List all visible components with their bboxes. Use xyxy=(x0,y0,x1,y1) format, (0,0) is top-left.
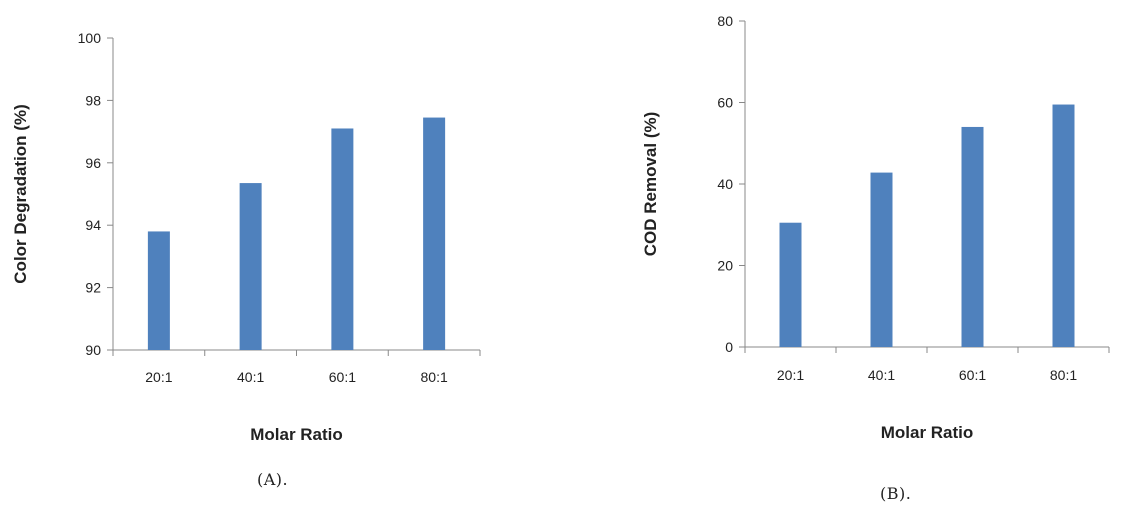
y-tick-label: 80 xyxy=(717,13,733,29)
y-tick-label: 98 xyxy=(85,92,101,108)
x-tick-label: 60:1 xyxy=(959,367,986,383)
chart-b: 0 20 40 60 80 20:1 40:1 60:1 80:1 Molar Ratio COD … xyxy=(641,13,1110,442)
chart-a: 90 92 94 96 98 100 20:1 40:1 60:1 80:1 Molar Ratio… xyxy=(11,30,481,444)
bar-80-1 xyxy=(1052,104,1075,347)
y-tick-label: 96 xyxy=(85,155,101,171)
x-tick-label: 40:1 xyxy=(237,369,264,385)
bar-60-1 xyxy=(961,126,984,347)
y-tick-label: 40 xyxy=(717,176,733,192)
y-tick-label: 92 xyxy=(85,280,101,296)
bar-60-1 xyxy=(331,128,354,350)
x-tick-label: 40:1 xyxy=(868,367,895,383)
y-axis-title: Color Degradation (%) xyxy=(11,104,30,283)
y-tick-label: 94 xyxy=(85,217,101,233)
x-tick-label: 80:1 xyxy=(421,369,448,385)
y-tick-label: 90 xyxy=(85,342,101,358)
y-tick-label: 100 xyxy=(78,30,102,46)
x-tick-label: 20:1 xyxy=(777,367,804,383)
y-tick-label: 0 xyxy=(725,339,733,355)
x-tick-label: 60:1 xyxy=(329,369,356,385)
bar-20-1 xyxy=(779,222,802,347)
x-axis-title: Molar Ratio xyxy=(250,425,343,444)
x-tick-label: 20:1 xyxy=(145,369,172,385)
caption-a: (A). xyxy=(257,470,289,489)
x-axis-title: Molar Ratio xyxy=(881,423,974,442)
x-tick-label: 80:1 xyxy=(1050,367,1077,383)
y-tick-label: 60 xyxy=(717,95,733,111)
bar-40-1 xyxy=(870,172,893,347)
bar-40-1 xyxy=(239,183,262,350)
bar-80-1 xyxy=(423,117,446,350)
y-tick-label: 20 xyxy=(717,258,733,274)
y-axis-title: COD Removal (%) xyxy=(641,112,660,257)
caption-b: (B). xyxy=(880,484,912,503)
bar-20-1 xyxy=(147,231,170,350)
